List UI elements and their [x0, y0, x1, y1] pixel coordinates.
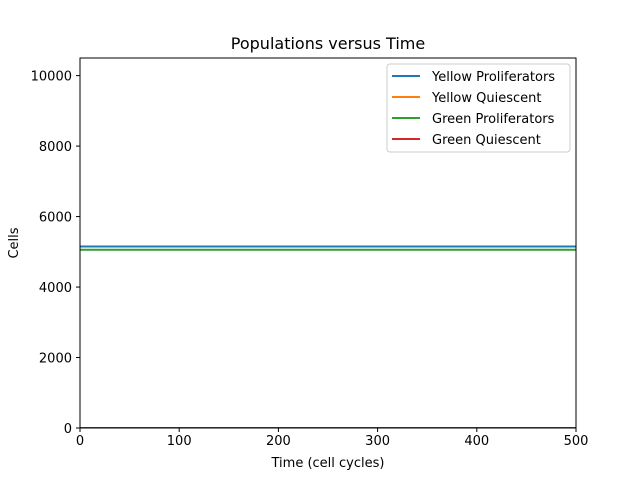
legend-label: Green Proliferators	[432, 112, 555, 127]
y-tick-label: 0	[64, 422, 72, 437]
x-tick-label: 500	[564, 434, 589, 449]
y-tick-label: 4000	[39, 281, 72, 296]
plot-frame	[79, 57, 577, 429]
x-axis: 0 100 200 300 400 500	[76, 428, 589, 449]
chart-title: Populations versus Time	[231, 34, 425, 53]
legend-box	[386, 63, 571, 153]
legend-label: Yellow Quiescent	[431, 91, 542, 106]
y-tick-label: 6000	[39, 211, 72, 226]
y-tick-label: 10000	[31, 70, 72, 85]
plot-area	[79, 57, 577, 429]
x-tick-label: 400	[464, 434, 489, 449]
y-tick-label: 8000	[39, 140, 72, 155]
y-axis: 0 2000 4000 6000 8000 10000	[31, 70, 80, 437]
x-tick-label: 200	[266, 434, 291, 449]
x-tick-label: 0	[76, 434, 84, 449]
y-axis-label: Cells	[7, 227, 22, 258]
x-tick-label: 300	[365, 434, 390, 449]
legend-label: Green Quiescent	[432, 133, 541, 148]
legend-label: Yellow Proliferators	[431, 70, 555, 85]
legend: Yellow Proliferators Yellow Quiescent Gree…	[386, 63, 571, 153]
y-tick-label: 2000	[39, 352, 72, 367]
x-axis-label: Time (cell cycles)	[271, 456, 385, 471]
series-lines	[80, 245, 576, 428]
x-tick-label: 100	[167, 434, 192, 449]
